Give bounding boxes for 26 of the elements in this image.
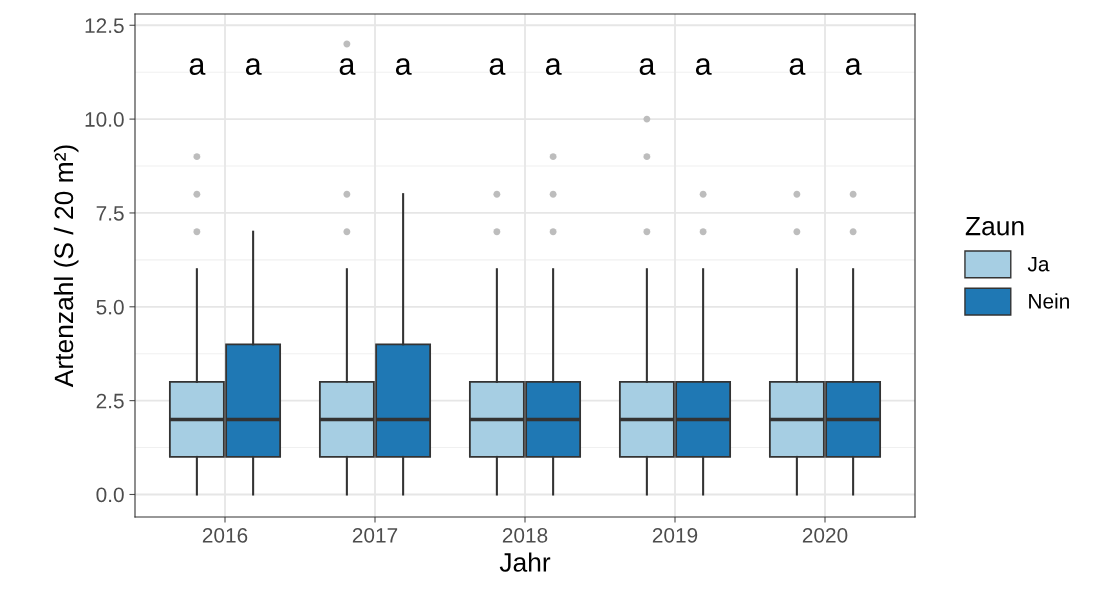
annotation: a xyxy=(639,58,656,76)
x-tick-label: 2020 xyxy=(802,527,848,543)
legend-title: Zaun xyxy=(965,216,1024,236)
legend-label: Ja xyxy=(1027,256,1050,272)
annotation: a xyxy=(845,58,862,76)
y-tick-label: 0.0 xyxy=(96,487,124,503)
annotation: a xyxy=(789,58,806,76)
y-tick-label: 10.0 xyxy=(85,112,124,127)
x-axis-title: Jahr xyxy=(499,552,551,572)
annotation: a xyxy=(545,58,562,76)
annotation: a xyxy=(395,58,412,76)
annotation: a xyxy=(489,58,506,76)
y-tick-label: 12.5 xyxy=(85,18,124,34)
x-tick-label: 2019 xyxy=(652,527,698,543)
annotation: a xyxy=(189,58,206,76)
x-tick-label: 2018 xyxy=(502,527,548,543)
y-tick-label: 2.5 xyxy=(96,393,124,409)
x-tick-label: 2017 xyxy=(352,527,398,543)
legend-label: Nein xyxy=(1029,293,1069,309)
y-tick-label: 7.5 xyxy=(96,206,124,221)
annotation: a xyxy=(339,58,356,76)
annotation: a xyxy=(245,58,262,76)
y-axis-title: Artenzahl (S / 20 m²) xyxy=(53,145,79,388)
annotation: a xyxy=(695,58,712,76)
y-tick-label: 5.0 xyxy=(96,299,124,315)
x-tick-label: 2016 xyxy=(202,527,248,543)
